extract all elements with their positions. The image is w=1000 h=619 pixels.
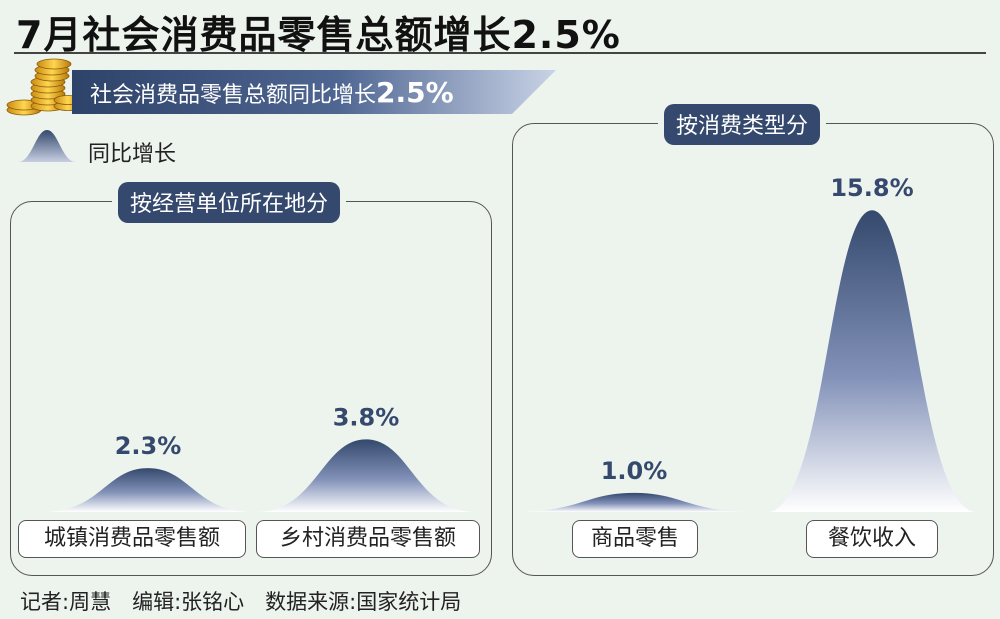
headline-banner [72, 70, 556, 114]
credits-footer: 记者:周慧 编辑:张铭心 数据来源:国家统计局 [20, 590, 462, 614]
curve-goods [514, 492, 754, 512]
curve-rural-value-label: 3.8% [333, 403, 400, 431]
curve-rural [256, 439, 476, 512]
category-label-rural: 乡村消费品零售额 [256, 520, 480, 558]
type-group-title: 按消费类型分 [664, 104, 821, 145]
legend-label: 同比增长 [88, 142, 177, 167]
category-label-goods: 商品零售 [572, 520, 698, 558]
curve-legend-icon [18, 130, 76, 162]
category-label-urban: 城镇消费品零售额 [18, 520, 246, 558]
curve-goods-value-label: 1.0% [601, 457, 668, 485]
curve-urban [43, 468, 253, 512]
page-title: 7月社会消费品零售总额增长2.5% [16, 13, 621, 57]
headline-text: 社会消费品零售总额同比增长2.5% [90, 76, 454, 109]
curve-catering-value-label: 15.8% [830, 174, 913, 202]
location-group-title: 按经营单位所在地分 [118, 182, 341, 223]
curve-catering [767, 210, 977, 512]
category-label-catering: 餐饮收入 [806, 520, 938, 558]
headline-value: 2.5% [376, 76, 454, 109]
title-divider [14, 52, 986, 54]
curve-urban-value-label: 2.3% [115, 432, 182, 460]
